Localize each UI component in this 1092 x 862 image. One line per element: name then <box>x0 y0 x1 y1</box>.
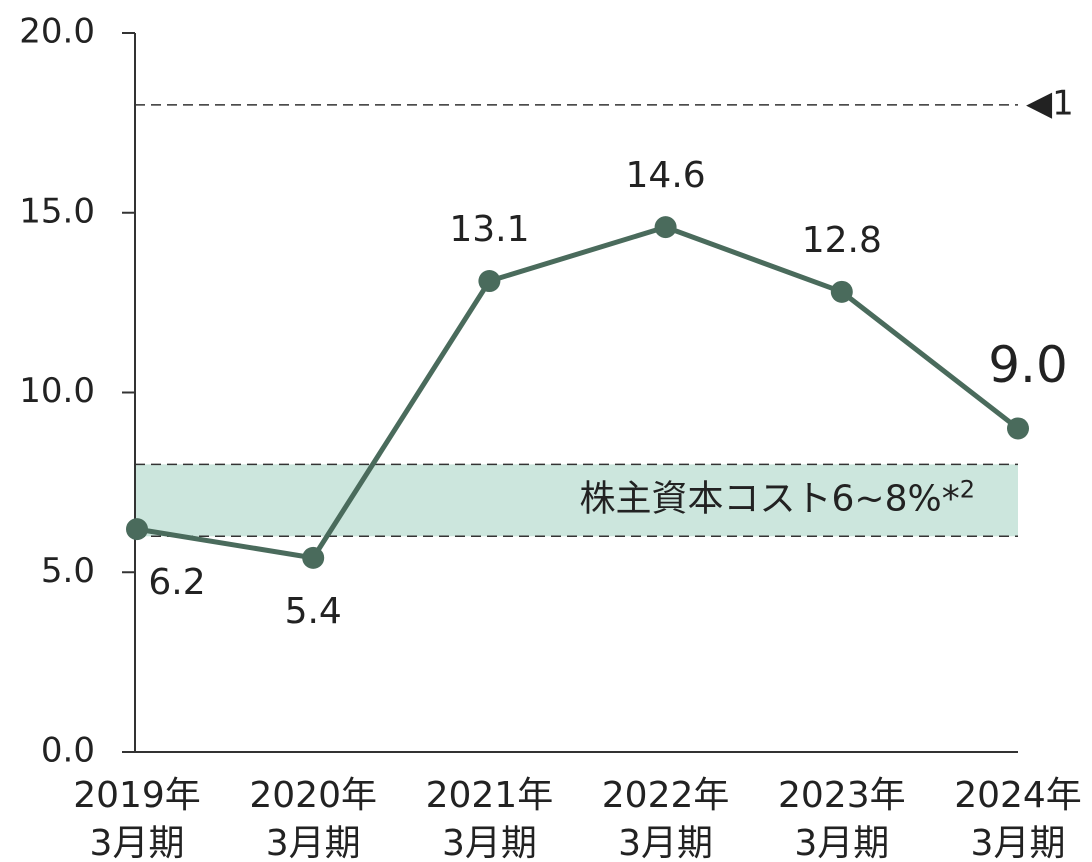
band-label-main: 株主資本コスト6~8%* <box>580 478 960 519</box>
x-tick-label: 3月期 <box>794 823 889 862</box>
x-tick-label: 2020年 <box>249 775 377 816</box>
x-tick-label: 3月期 <box>442 823 537 862</box>
data-label: 6.2 <box>148 562 205 603</box>
point <box>126 518 148 541</box>
x-tick-label: 3月期 <box>266 823 361 862</box>
x-tick-label: 3月期 <box>90 823 185 862</box>
x-tick-label: 3月期 <box>971 823 1066 862</box>
data-label: 13.1 <box>449 209 529 250</box>
y-tick-label: 5.0 <box>41 551 95 591</box>
point <box>654 216 677 239</box>
data-label: 12.8 <box>802 220 882 261</box>
x-tick-label: 2021年 <box>426 775 554 816</box>
reference-label: ◀1 <box>1026 83 1074 123</box>
point <box>830 280 853 303</box>
x-tick-label: 2023年 <box>778 775 906 816</box>
data-label: 5.4 <box>285 591 342 632</box>
y-tick-label: 0.0 <box>41 731 95 771</box>
point <box>478 270 501 293</box>
data-label: 9.0 <box>988 336 1068 394</box>
y-tick-label: 15.0 <box>19 191 95 231</box>
x-tick-label: 2024年 <box>954 775 1082 816</box>
line <box>136 224 1020 561</box>
point <box>1007 417 1029 440</box>
point <box>302 546 325 569</box>
band-label-sup: 2 <box>960 475 975 503</box>
y-tick-label: 10.0 <box>19 371 95 411</box>
band-label: 株主資本コスト6~8%*2 <box>580 475 975 519</box>
data-label: 14.6 <box>626 155 706 196</box>
x-tick-label: 2022年 <box>602 775 730 816</box>
y-tick-label: 20.0 <box>19 12 95 52</box>
cost-band <box>135 464 1018 537</box>
x-tick-label: 2019年 <box>73 775 201 816</box>
x-tick-label: 3月期 <box>618 823 713 862</box>
